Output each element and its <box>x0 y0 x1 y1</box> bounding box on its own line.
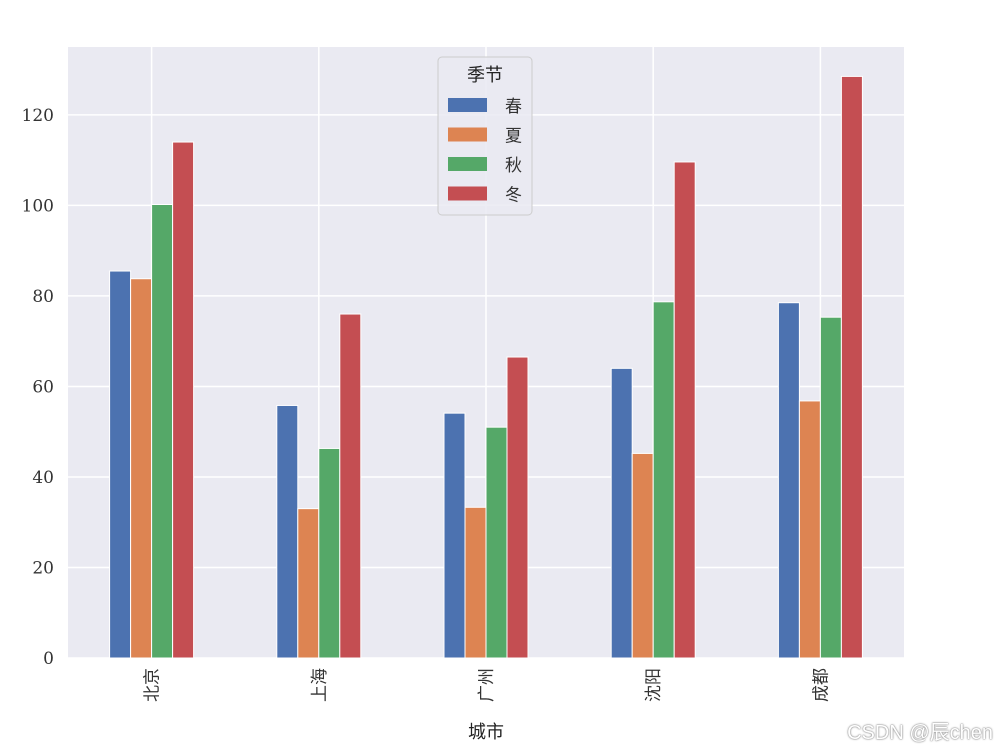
bar <box>777 302 800 659</box>
legend-label: 冬 <box>505 186 522 206</box>
bar <box>464 506 487 659</box>
x-axis-ticks: 北京 上海 广州 沈阳 成都 <box>143 668 832 702</box>
bar <box>485 426 508 659</box>
y-tick-label: 120 <box>22 106 54 126</box>
y-tick-label: 100 <box>22 196 54 216</box>
y-axis-ticks: 0 20 40 60 80 100 120 <box>22 106 54 669</box>
bar <box>151 204 174 659</box>
bar <box>339 313 362 659</box>
bar <box>276 404 299 659</box>
legend-label: 夏 <box>505 127 522 147</box>
bar <box>819 316 842 659</box>
x-axis-label: 城市 <box>468 722 504 743</box>
x-tick-label: 上海 <box>310 668 330 702</box>
bar <box>673 161 696 659</box>
bar <box>109 270 132 659</box>
bar <box>610 367 633 659</box>
legend-label: 秋 <box>505 156 522 176</box>
y-tick-label: 0 <box>43 649 54 669</box>
bar <box>130 278 153 659</box>
bar <box>443 412 466 659</box>
watermark: CSDN @辰chen <box>847 722 993 744</box>
legend-label: 春 <box>505 97 522 117</box>
y-tick-label: 60 <box>32 377 54 397</box>
bar <box>798 400 821 659</box>
bar <box>631 452 654 659</box>
bar <box>318 447 341 659</box>
x-tick-label: 北京 <box>143 668 163 702</box>
x-tick-label: 广州 <box>477 668 497 702</box>
x-tick-label: 成都 <box>811 668 831 702</box>
bar <box>840 75 863 659</box>
y-tick-label: 20 <box>32 558 54 578</box>
y-tick-label: 80 <box>32 287 54 307</box>
bar <box>297 508 320 659</box>
y-tick-label: 40 <box>32 468 54 488</box>
bar <box>652 301 675 659</box>
legend-title: 季节 <box>467 65 503 86</box>
legend-swatch <box>448 127 487 142</box>
bars-group <box>109 75 863 659</box>
bar <box>172 141 195 659</box>
legend-swatch <box>448 186 487 201</box>
x-tick-label: 沈阳 <box>644 668 664 702</box>
legend-swatch <box>448 157 487 171</box>
legend-swatch <box>448 98 487 112</box>
bar <box>506 356 529 659</box>
